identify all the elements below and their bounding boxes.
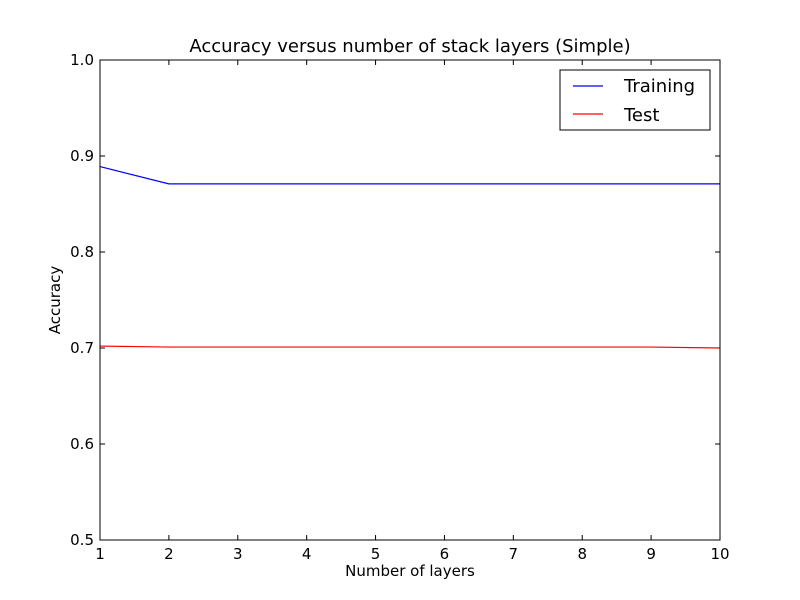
x-tick-label: 8 xyxy=(577,545,587,563)
y-tick-label: 0.5 xyxy=(70,531,94,549)
y-tick-label: 0.7 xyxy=(70,339,94,357)
legend: Training Test xyxy=(559,69,711,131)
x-tick-label: 5 xyxy=(371,545,381,563)
y-tick-label: 0.6 xyxy=(70,435,94,453)
series-line-test xyxy=(99,345,721,349)
legend-label-test: Test xyxy=(623,105,659,126)
x-tick-label: 6 xyxy=(440,545,450,563)
x-axis-ticks: 1 2 3 4 5 6 7 8 9 10 xyxy=(95,60,730,563)
x-tick-label: 4 xyxy=(302,545,312,563)
y-axis-label: Accuracy xyxy=(46,266,64,335)
legend-box xyxy=(559,69,711,131)
y-tick-label: 1.0 xyxy=(70,51,94,69)
x-tick-label: 3 xyxy=(233,545,243,563)
x-tick-label: 10 xyxy=(710,545,729,563)
y-tick-label: 0.8 xyxy=(70,243,94,261)
chart-title: Accuracy versus number of stack layers (… xyxy=(189,36,630,57)
x-tick-label: 2 xyxy=(164,545,174,563)
x-tick-label: 9 xyxy=(646,545,656,563)
x-tick-label: 7 xyxy=(509,545,519,563)
plot-frame xyxy=(99,59,721,541)
series-line-training xyxy=(99,165,720,185)
y-tick-label: 0.9 xyxy=(70,147,94,165)
legend-label-training: Training xyxy=(623,76,695,97)
x-tick-label: 1 xyxy=(95,545,105,563)
x-axis-label: Number of layers xyxy=(345,562,475,580)
